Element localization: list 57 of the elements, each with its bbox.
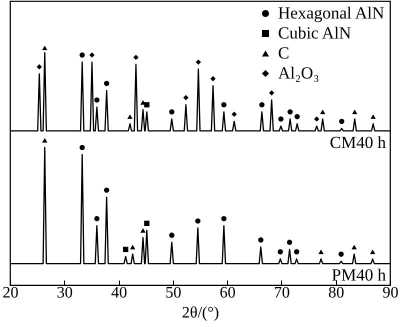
- point: [169, 109, 174, 115]
- point: [370, 114, 376, 119]
- point: [221, 102, 227, 108]
- legend-label: Al₂O₃: [278, 64, 320, 82]
- legend-label: C: [278, 44, 290, 62]
- point: [286, 240, 292, 245]
- point: [196, 59, 202, 65]
- point: [42, 138, 48, 143]
- point: [278, 249, 283, 254]
- x-tick-label: 40: [111, 284, 128, 302]
- point: [221, 216, 227, 222]
- point: [94, 97, 100, 103]
- x-tick-label: 20: [2, 284, 18, 302]
- point: [352, 110, 358, 114]
- point: [133, 54, 139, 60]
- point: [80, 52, 85, 58]
- point: [278, 116, 284, 122]
- point: [320, 110, 326, 114]
- point: [130, 244, 136, 250]
- point: [42, 46, 48, 50]
- point: [183, 95, 189, 100]
- point: [122, 246, 128, 252]
- point: [89, 52, 95, 58]
- point: [339, 118, 344, 124]
- point: [195, 218, 200, 224]
- point: [104, 80, 110, 86]
- series-label: PM40 h: [332, 266, 386, 285]
- point: [259, 102, 265, 108]
- x-tick-label: 90: [382, 284, 398, 302]
- point: [294, 249, 300, 254]
- legend-label: Cubic AlN: [278, 24, 352, 42]
- point: [287, 109, 293, 115]
- point: [80, 144, 85, 150]
- x-axis-title: 2θ/(°): [182, 304, 220, 322]
- series-label: CM40 h: [330, 132, 386, 152]
- point: [318, 250, 324, 254]
- x-tick-label: 80: [328, 284, 344, 302]
- point: [352, 244, 357, 250]
- point: [232, 112, 237, 117]
- point: [144, 102, 150, 108]
- point: [127, 114, 133, 119]
- point: [338, 252, 344, 257]
- x-tick-label: 30: [56, 284, 73, 302]
- point: [94, 216, 100, 222]
- point: [258, 237, 264, 243]
- point: [104, 188, 110, 193]
- point: [36, 64, 42, 70]
- point: [144, 220, 150, 226]
- point: [370, 250, 376, 254]
- x-tick-label: 70: [274, 284, 290, 302]
- x-tick-label: 50: [165, 284, 182, 302]
- legend-label: Hexagonal AlN: [278, 4, 384, 22]
- point: [140, 228, 146, 233]
- point: [294, 114, 300, 120]
- x-tick-label: 60: [220, 284, 236, 302]
- point: [269, 90, 274, 96]
- point: [169, 232, 174, 238]
